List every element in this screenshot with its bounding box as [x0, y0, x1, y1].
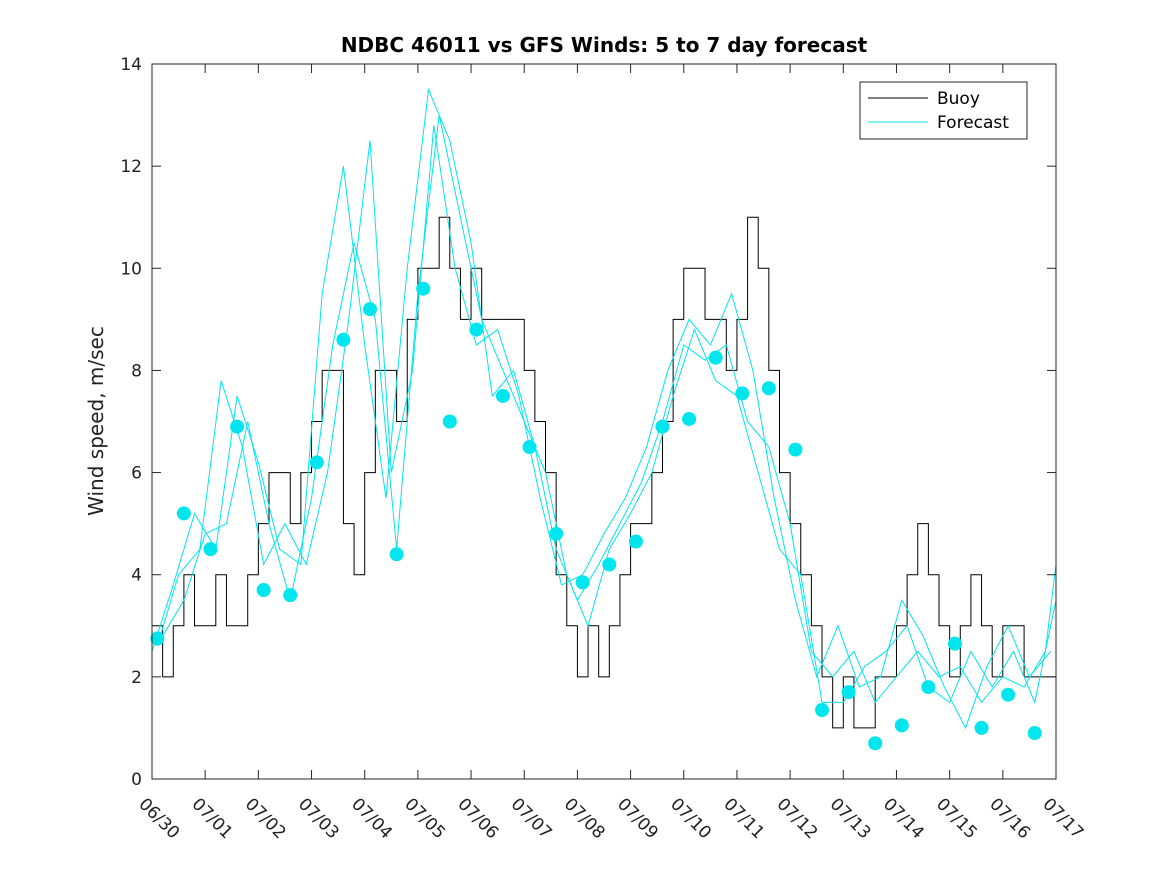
forecast-marker [1027, 726, 1042, 741]
forecast-marker [682, 411, 697, 426]
y-tick-label: 8 [131, 361, 142, 381]
forecast-marker [841, 685, 856, 700]
forecast-marker [309, 455, 324, 470]
forecast-line-2 [162, 114, 1057, 705]
legend-label-forecast: Forecast [937, 113, 1009, 133]
plot-lines [151, 87, 1057, 730]
legend-box [859, 81, 1028, 140]
plot-markers [150, 281, 1042, 751]
buoy-line [152, 216, 1056, 729]
forecast-marker [655, 419, 670, 434]
forecast-marker [815, 703, 830, 718]
forecast-marker [708, 350, 723, 365]
forecast-marker [442, 414, 457, 429]
y-tick-label: 6 [131, 464, 142, 484]
y-tick-label: 14 [120, 55, 142, 75]
forecast-marker [203, 542, 218, 557]
forecast-marker [495, 388, 510, 403]
forecast-marker [469, 322, 484, 337]
forecast-marker [921, 680, 936, 695]
forecast-line-1 [151, 87, 1057, 704]
chart-title: NDBC 46011 vs GFS Winds: 5 to 7 day fore… [341, 33, 868, 57]
y-tick-label: 2 [131, 668, 142, 688]
forecast-marker [363, 302, 378, 317]
forecast-marker [575, 575, 590, 590]
forecast-marker [947, 636, 962, 651]
y-tick-label: 4 [131, 566, 142, 586]
forecast-marker [549, 526, 564, 541]
forecast-marker [974, 720, 989, 735]
forecast-marker [150, 631, 165, 646]
forecast-marker [416, 281, 431, 296]
legend-label-buoy: Buoy [937, 89, 980, 109]
legend: Buoy Forecast [859, 81, 1028, 140]
y-axis-label: Wind speed, m/sec [84, 326, 108, 516]
forecast-marker [230, 419, 245, 434]
plot-frame [151, 63, 1057, 780]
forecast-marker [894, 718, 909, 733]
forecast-marker [176, 506, 191, 521]
forecast-marker [256, 583, 271, 598]
forecast-marker [761, 381, 776, 396]
forecast-marker [735, 386, 750, 401]
forecast-marker [389, 547, 404, 562]
y-tick-label: 10 [120, 259, 142, 279]
forecast-marker [1001, 687, 1016, 702]
forecast-marker [602, 557, 617, 572]
forecast-line-3 [156, 125, 1052, 730]
forecast-marker [628, 534, 643, 549]
forecast-marker [522, 440, 537, 455]
y-tick-label: 0 [131, 770, 142, 790]
forecast-marker [336, 332, 351, 347]
y-tick-label: 12 [120, 157, 142, 177]
forecast-marker [283, 588, 298, 603]
forecast-marker [868, 736, 883, 751]
forecast-marker [788, 442, 803, 457]
